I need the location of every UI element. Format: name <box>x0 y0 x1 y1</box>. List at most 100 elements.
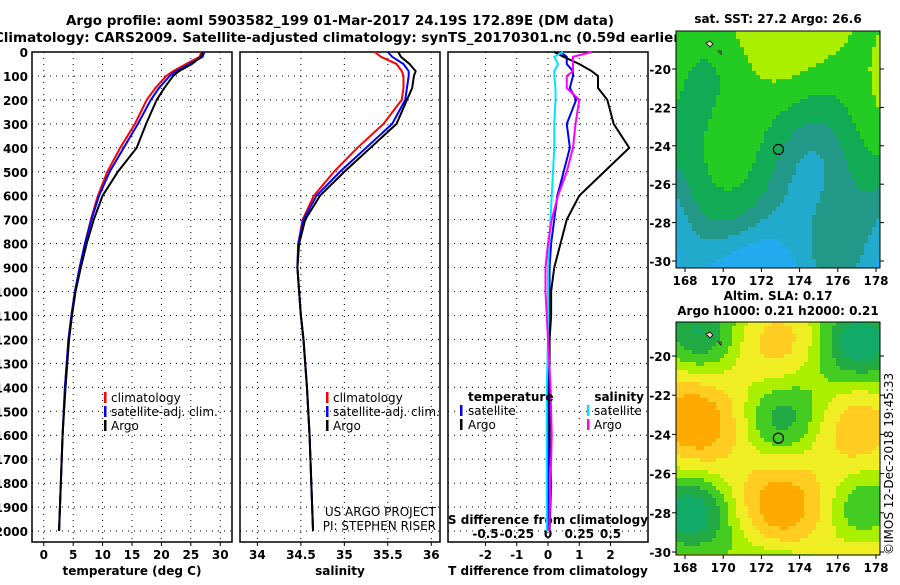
map-cell <box>792 418 796 422</box>
map-cell <box>712 167 716 171</box>
map-cell <box>792 87 796 91</box>
map-cell <box>840 143 844 147</box>
map-cell <box>764 410 768 414</box>
map-cell <box>724 175 728 179</box>
map-cell <box>744 135 748 139</box>
map-cell <box>768 211 772 215</box>
map-cell <box>876 366 880 370</box>
map-cell <box>684 255 688 259</box>
map-cell <box>728 398 732 402</box>
map-cell <box>816 163 820 167</box>
map-cell <box>768 155 772 159</box>
map-cell <box>708 255 712 259</box>
map-cell <box>864 394 868 398</box>
map-cell <box>804 195 808 199</box>
map-cell <box>784 35 788 39</box>
map-cell <box>848 115 852 119</box>
map-cell <box>688 442 692 446</box>
map-cell <box>824 147 828 151</box>
map-cell <box>688 187 692 191</box>
map-cell <box>712 159 716 163</box>
map-cell <box>684 406 688 410</box>
map-cell <box>780 402 784 406</box>
map-cell <box>796 263 800 267</box>
map-cell <box>712 362 716 366</box>
map-cell <box>820 410 824 414</box>
map-cell <box>824 406 828 410</box>
map-cell <box>736 418 740 422</box>
map-cell <box>876 410 880 414</box>
map-cell <box>808 434 812 438</box>
map-cell <box>744 67 748 71</box>
map-cell <box>716 67 720 71</box>
map-cell <box>700 342 704 346</box>
map-cell <box>720 119 724 123</box>
map-cell <box>688 171 692 175</box>
map-cell <box>768 338 772 342</box>
map-cell <box>780 191 784 195</box>
map-cell <box>768 195 772 199</box>
map-cell <box>780 75 784 79</box>
map-cell <box>744 163 748 167</box>
map-cell <box>784 334 788 338</box>
map-cell <box>716 322 720 326</box>
map-cell <box>832 31 836 35</box>
map-cell <box>872 95 876 99</box>
map-cell <box>868 115 872 119</box>
map-cell <box>712 115 716 119</box>
map-cell <box>796 386 800 390</box>
map-cell <box>716 398 720 402</box>
map-cell <box>852 362 856 366</box>
map-cell <box>836 195 840 199</box>
map-cell <box>676 430 680 434</box>
map-cell <box>848 175 852 179</box>
map-cell <box>796 354 800 358</box>
map-cell <box>760 422 764 426</box>
map-cell <box>704 183 708 187</box>
map-cell <box>816 175 820 179</box>
map-cell <box>740 167 744 171</box>
map-cell <box>744 31 748 35</box>
map-cell <box>708 438 712 442</box>
map-cell <box>744 446 748 450</box>
map-cell <box>752 430 756 434</box>
map-cell <box>776 235 780 239</box>
map-cell <box>788 434 792 438</box>
map-cell <box>676 247 680 251</box>
map-cell <box>684 330 688 334</box>
map-cell <box>724 406 728 410</box>
map-cell <box>864 163 868 167</box>
map-cell <box>680 31 684 35</box>
map-cell <box>728 59 732 63</box>
map-cell <box>708 103 712 107</box>
map-cell <box>828 75 832 79</box>
map-cell <box>848 394 852 398</box>
map-cell <box>816 255 820 259</box>
map-cell <box>756 135 760 139</box>
map-cell <box>744 187 748 191</box>
map-cell <box>860 39 864 43</box>
map-cell <box>696 207 700 211</box>
map-cell <box>856 410 860 414</box>
map-cell <box>792 71 796 75</box>
map-cell <box>864 35 868 39</box>
map-cell <box>740 386 744 390</box>
map-cell <box>840 390 844 394</box>
map-cell <box>776 259 780 263</box>
map-cell <box>724 195 728 199</box>
map-cell <box>808 446 812 450</box>
map-cell <box>700 358 704 362</box>
map-cell <box>760 366 764 370</box>
map-cell <box>840 378 844 382</box>
map-cell <box>784 454 788 458</box>
map-cell <box>748 263 752 267</box>
map-cell <box>776 171 780 175</box>
map-cell <box>688 107 692 111</box>
map-cell <box>772 127 776 131</box>
map-cell <box>744 426 748 430</box>
map-cell <box>796 434 800 438</box>
map-cell <box>788 183 792 187</box>
map-cell <box>824 171 828 175</box>
map-cell <box>684 215 688 219</box>
map-cell <box>860 95 864 99</box>
